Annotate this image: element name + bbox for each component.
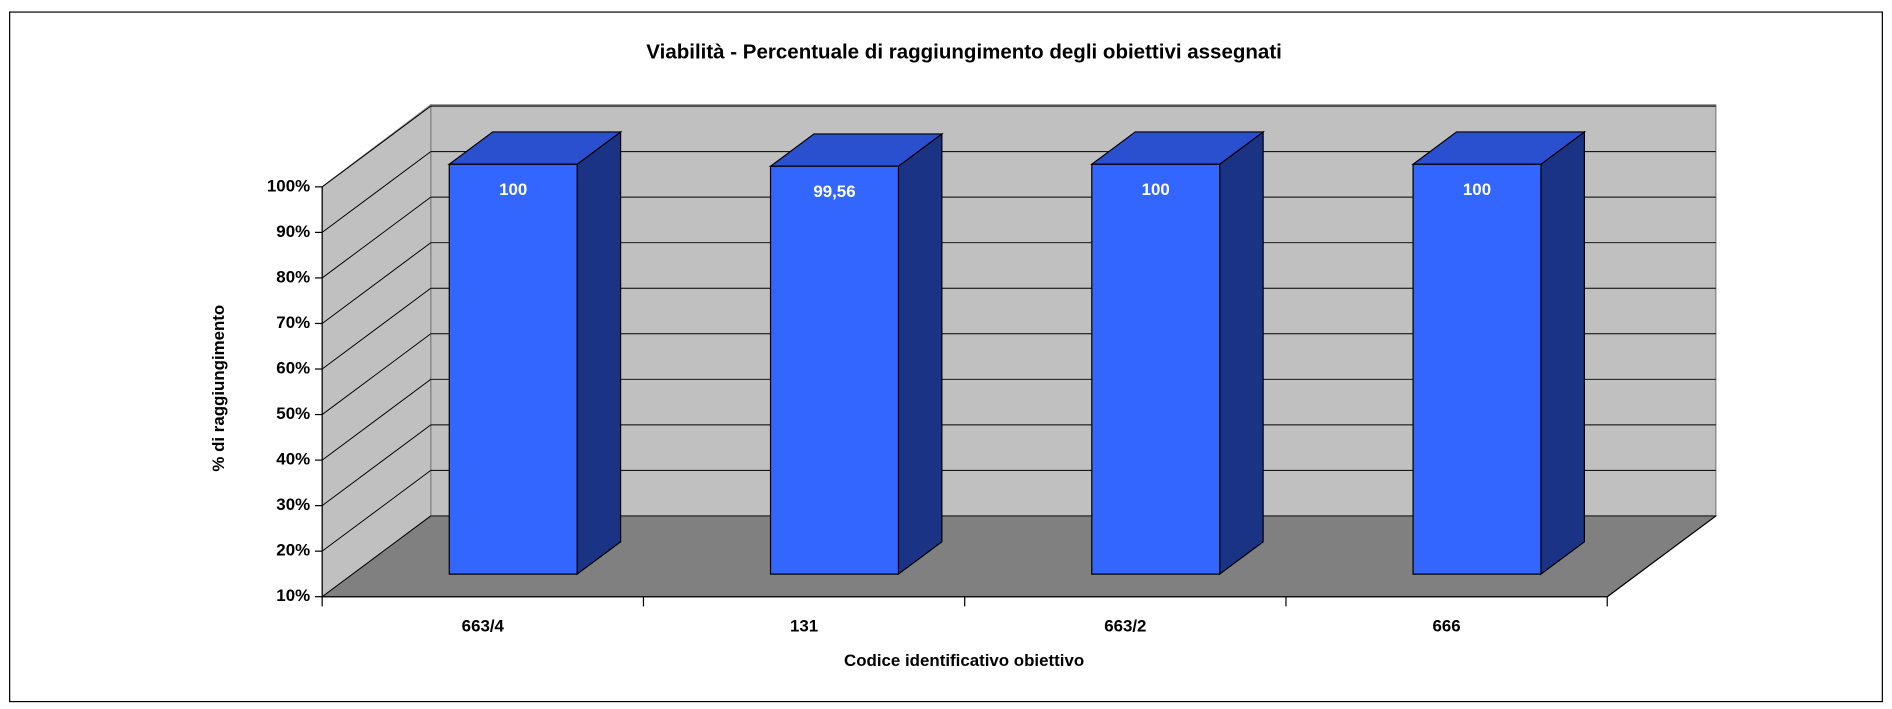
chart-title: Viabilità - Percentuale di raggiungiment… xyxy=(646,40,1282,63)
side-wall xyxy=(321,103,432,598)
bar-side xyxy=(1219,130,1264,576)
y-tick-label: 90% xyxy=(276,222,310,241)
bar xyxy=(448,163,578,575)
side-grid-line xyxy=(321,378,432,461)
bar xyxy=(1091,163,1221,575)
side-grid-line xyxy=(321,151,432,233)
side-grid-line xyxy=(321,287,432,370)
y-tick-label: 100% xyxy=(267,176,310,195)
bar xyxy=(1412,163,1542,575)
bar-side xyxy=(1540,130,1586,576)
y-tick-label: 10% xyxy=(276,586,310,605)
side-grid-line xyxy=(321,105,432,188)
y-tick-label: 30% xyxy=(276,495,310,514)
x-axis-depth xyxy=(1606,515,1717,598)
value-label: 99,56 xyxy=(813,182,855,201)
plot: 10% 20% 30% 40% 50% 60% 70% 80% 90% 100% 663/4 100 1… xyxy=(267,105,1717,635)
bar-side xyxy=(576,130,622,576)
y-tick-label: 40% xyxy=(276,450,310,469)
side-grid-line xyxy=(321,424,432,507)
y-tick-label: 20% xyxy=(276,541,310,560)
x-tick-label: 663/2 xyxy=(1104,616,1146,635)
x-tick-label: 663/4 xyxy=(462,616,505,635)
bar xyxy=(769,165,900,575)
bar-side xyxy=(897,132,943,576)
y-tick-label: 70% xyxy=(276,313,310,332)
y-tick-label: 60% xyxy=(276,358,310,377)
x-axis-title: Codice identificativo obiettivo xyxy=(844,651,1084,670)
x-tick-label: 131 xyxy=(790,616,818,635)
side-grid-line xyxy=(321,242,432,324)
side-grid-line xyxy=(321,196,432,279)
y-tick-label: 80% xyxy=(276,267,310,286)
value-label: 100 xyxy=(499,180,527,199)
x-tick-label: 666 xyxy=(1433,616,1461,635)
side-grid-line xyxy=(321,333,432,415)
side-grid-line xyxy=(321,470,432,552)
y-tick-label: 50% xyxy=(276,404,310,423)
side-grid-line xyxy=(321,515,432,598)
value-label: 100 xyxy=(1463,180,1491,199)
value-label: 100 xyxy=(1142,180,1170,199)
y-axis-title: % di raggiungimento xyxy=(209,305,228,472)
